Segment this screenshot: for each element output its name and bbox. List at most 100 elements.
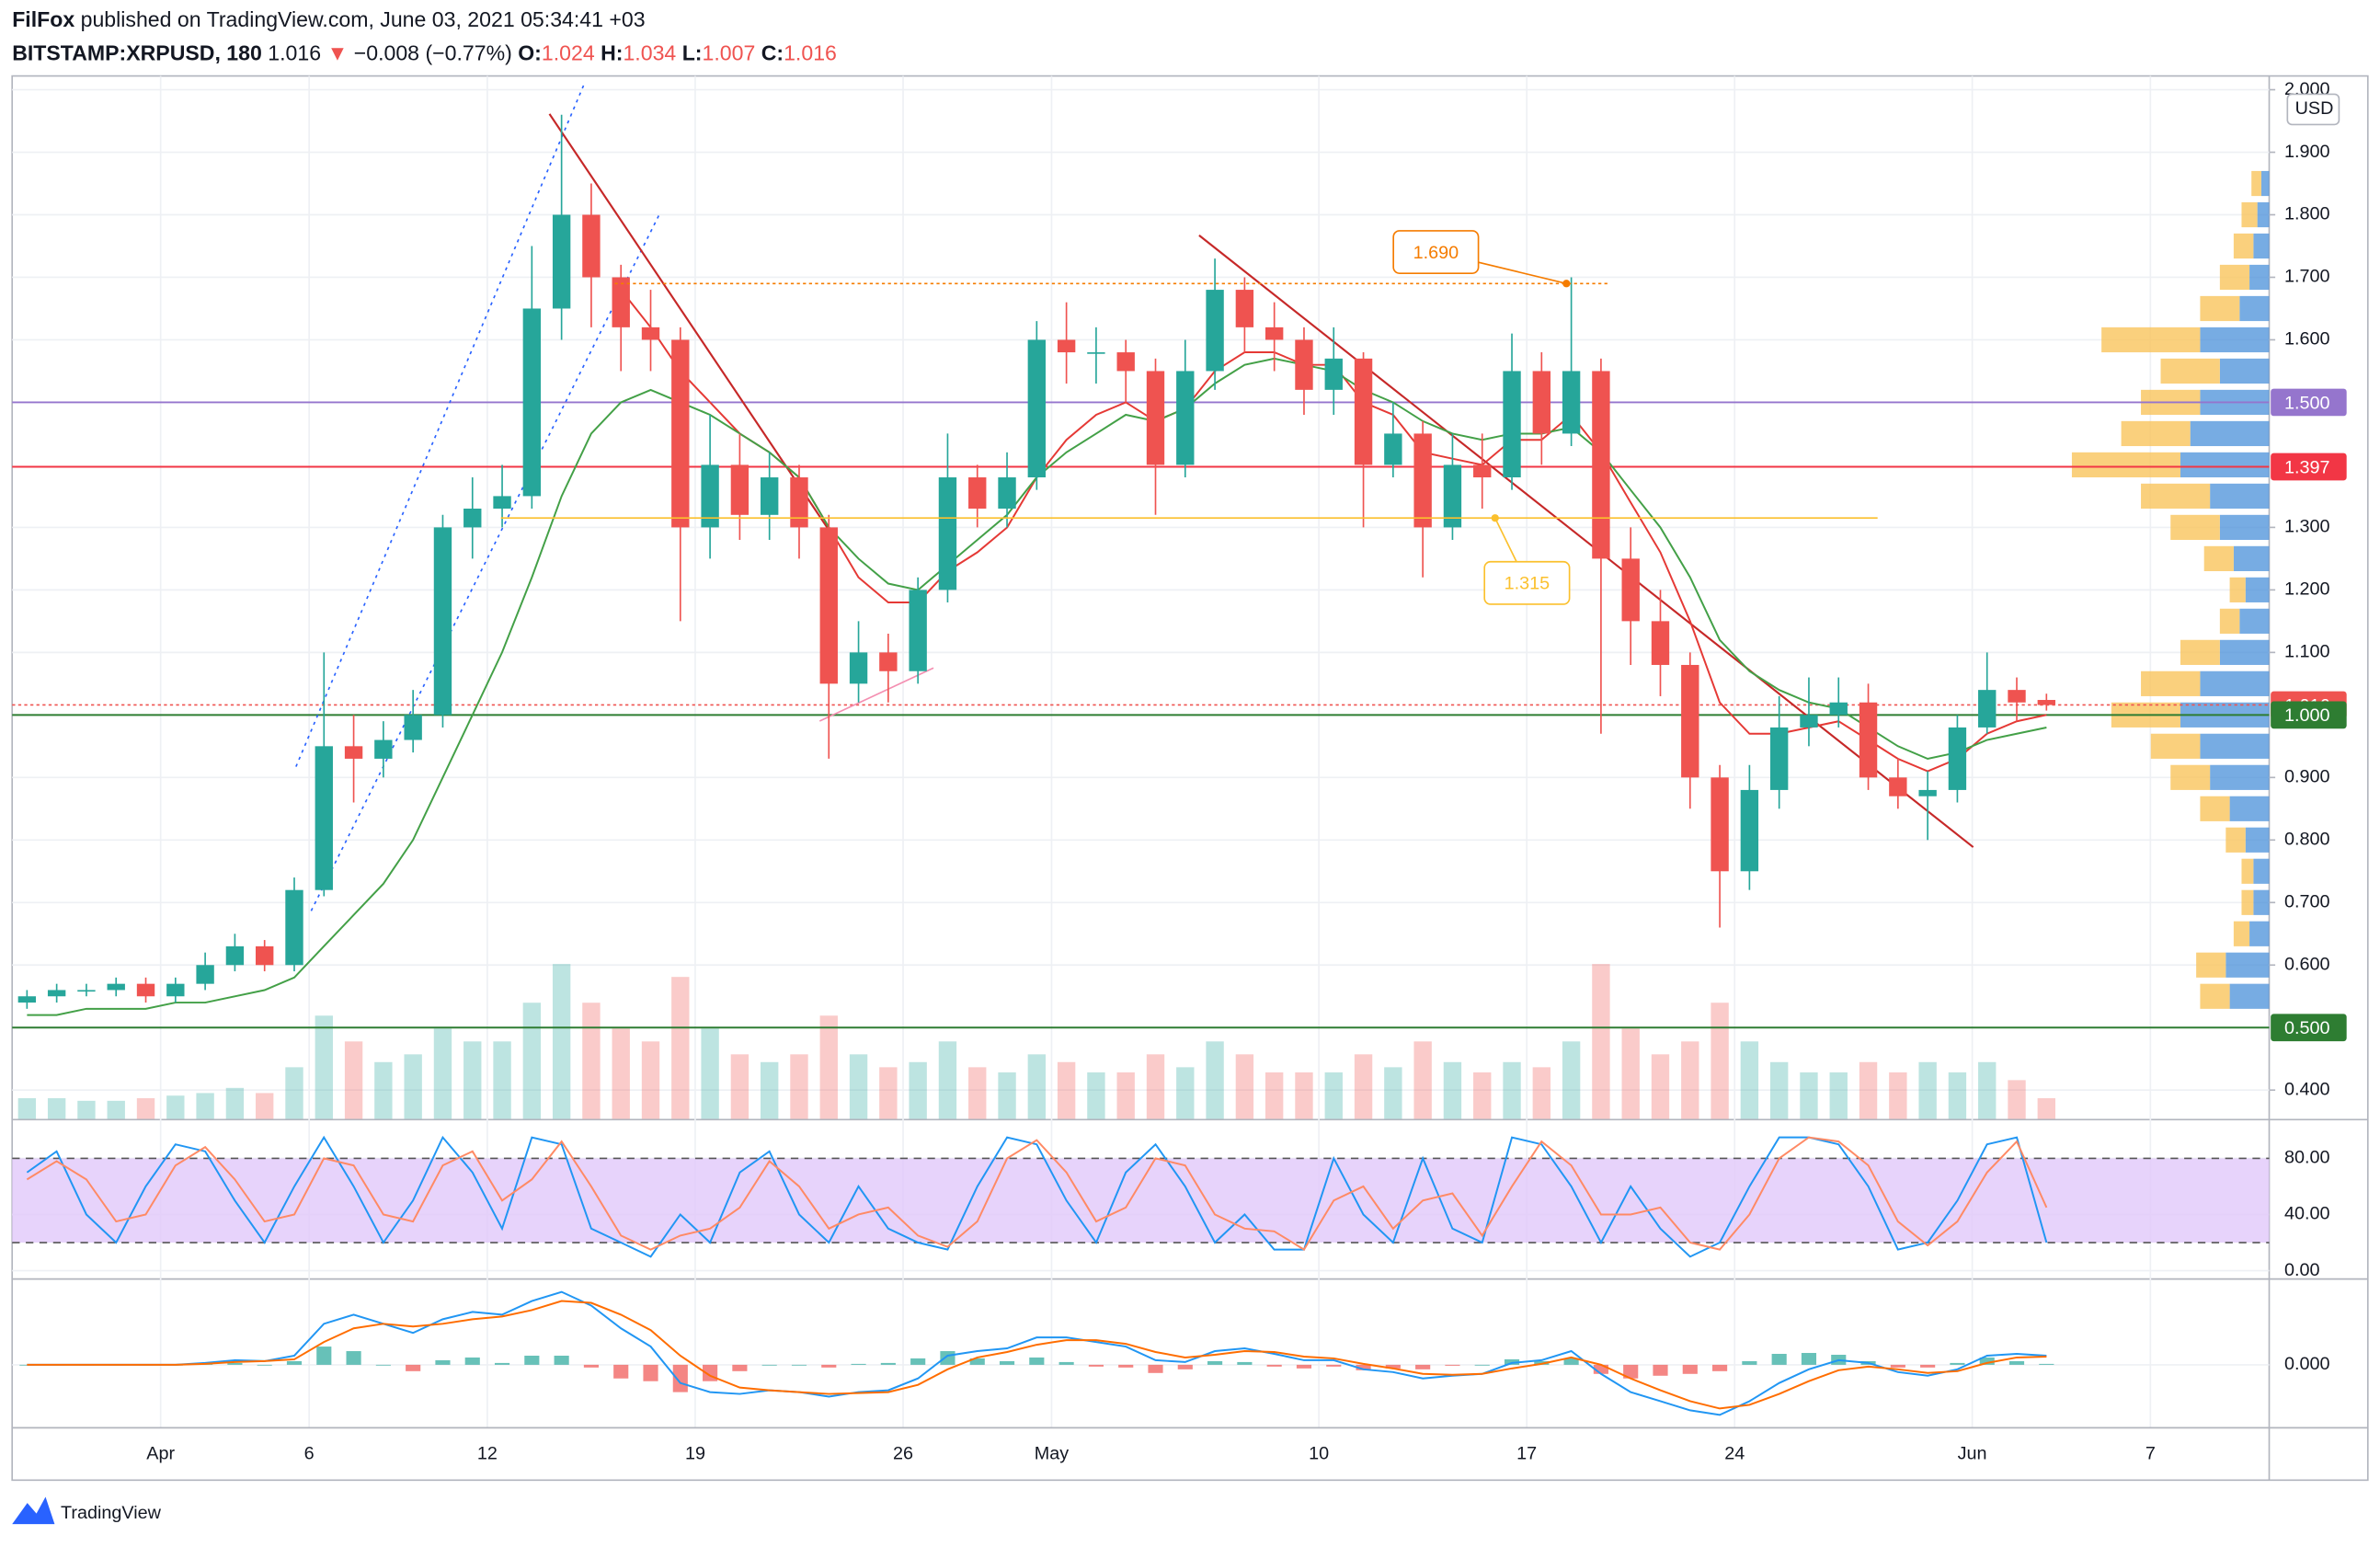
- profile-down: [2141, 670, 2201, 696]
- volume-bar: [1264, 1071, 1284, 1119]
- y-tick-label: 80.00: [2284, 1148, 2330, 1168]
- volume-bar: [671, 977, 690, 1119]
- candle-body: [849, 652, 868, 684]
- macd-histogram: [227, 1362, 243, 1365]
- macd-histogram: [554, 1355, 569, 1365]
- candle-body: [1651, 621, 1670, 665]
- volume-bar: [819, 1015, 838, 1119]
- volume-bar: [1146, 1054, 1165, 1119]
- ohlc-value: 1.024: [542, 41, 595, 65]
- profile-up: [2229, 983, 2270, 1009]
- ohlc-key: H:: [601, 41, 623, 65]
- macd-histogram: [672, 1364, 688, 1392]
- profile-down: [2141, 483, 2211, 510]
- macd-histogram: [1326, 1364, 1342, 1367]
- volume-bar: [374, 1061, 393, 1119]
- volume-bar: [344, 1041, 363, 1119]
- macd-histogram: [1742, 1360, 1757, 1365]
- candle-body: [1443, 464, 1462, 528]
- candle-body: [47, 990, 66, 997]
- macd-histogram: [969, 1358, 985, 1365]
- ohlc-value: 1.007: [703, 41, 756, 65]
- volume-bar: [225, 1087, 245, 1119]
- profile-up: [2253, 889, 2270, 915]
- macd-histogram: [821, 1364, 837, 1368]
- volume-bar: [701, 1028, 719, 1119]
- ohlc-key: O:: [518, 41, 542, 65]
- profile-down: [2219, 264, 2250, 291]
- macd-histogram: [1148, 1364, 1163, 1373]
- publish-line: FilFox published on TradingView.com, Jun…: [12, 7, 645, 31]
- candle-body: [136, 983, 155, 997]
- volume-bar: [612, 1028, 630, 1119]
- volume-bar: [1027, 1054, 1047, 1119]
- candle-body: [404, 715, 422, 740]
- volume-bar: [166, 1095, 185, 1119]
- macd-histogram: [435, 1359, 451, 1365]
- volume-bar: [107, 1100, 125, 1119]
- profile-up: [2239, 608, 2270, 634]
- candle-body: [1532, 371, 1551, 434]
- volume-bar: [1621, 1028, 1640, 1119]
- volume-bar: [552, 964, 571, 1119]
- x-tick-label: Jun: [1958, 1443, 1987, 1463]
- volume-bar: [1324, 1071, 1343, 1119]
- macd-histogram: [613, 1364, 629, 1379]
- last-price: 1.016: [268, 41, 321, 65]
- y-tick-label: 1.900: [2284, 142, 2330, 162]
- profile-down: [2233, 921, 2250, 946]
- y-tick-label: 2.000: [2284, 79, 2330, 99]
- candle-body: [819, 527, 838, 684]
- macd-histogram: [1623, 1364, 1639, 1379]
- macd-histogram: [1682, 1364, 1698, 1374]
- candle-body: [1057, 339, 1076, 353]
- y-tick-label: 1.300: [2284, 517, 2330, 537]
- candle-body: [225, 945, 245, 966]
- indicator-line: [27, 1300, 2047, 1410]
- candle-body: [582, 214, 601, 278]
- y-tick-label: 1.700: [2284, 267, 2330, 287]
- macd-histogram: [524, 1355, 540, 1365]
- volume-bar: [1740, 1041, 1759, 1119]
- ohlc-value: 1.034: [623, 41, 676, 65]
- candle-body: [1295, 339, 1313, 390]
- price-tag-label: 1.397: [2284, 457, 2330, 477]
- annotation-point: [1491, 514, 1499, 522]
- candle-body: [256, 945, 274, 966]
- candle-body: [196, 965, 214, 984]
- x-tick-label: 6: [304, 1443, 315, 1463]
- volume-bar: [1384, 1067, 1402, 1119]
- ohlc-value: 1.016: [784, 41, 837, 65]
- candle-body: [2008, 690, 2026, 703]
- candle-body: [938, 477, 957, 590]
- profile-up: [2249, 921, 2270, 946]
- profile-down: [2160, 358, 2220, 384]
- macd-histogram: [1445, 1364, 1460, 1366]
- volume-bar: [1473, 1071, 1492, 1119]
- volume-bar: [2037, 1098, 2055, 1119]
- candle-body: [761, 477, 779, 515]
- macd-histogram: [406, 1364, 421, 1371]
- profile-up: [2180, 452, 2270, 478]
- candle-body: [612, 277, 630, 327]
- volume-bar: [522, 1003, 542, 1119]
- x-tick-label: 7: [2145, 1443, 2156, 1463]
- profile-down: [2219, 608, 2240, 634]
- candle-body: [968, 477, 987, 510]
- candle-body: [1948, 727, 1967, 790]
- volume-bar: [1057, 1061, 1076, 1119]
- profile-down: [2233, 233, 2254, 259]
- volume-bar: [1829, 1071, 1848, 1119]
- profile-up: [2233, 545, 2270, 571]
- candle-body: [1800, 715, 1818, 728]
- volume-bar: [1592, 964, 1610, 1119]
- candle-body: [522, 308, 542, 497]
- macd-histogram: [316, 1346, 332, 1365]
- macd-histogram: [375, 1364, 391, 1366]
- candle-body: [344, 746, 363, 759]
- candle-body: [879, 652, 898, 671]
- candle-body: [315, 746, 333, 890]
- macd-histogram: [583, 1364, 600, 1368]
- callout-box: [1392, 230, 1480, 274]
